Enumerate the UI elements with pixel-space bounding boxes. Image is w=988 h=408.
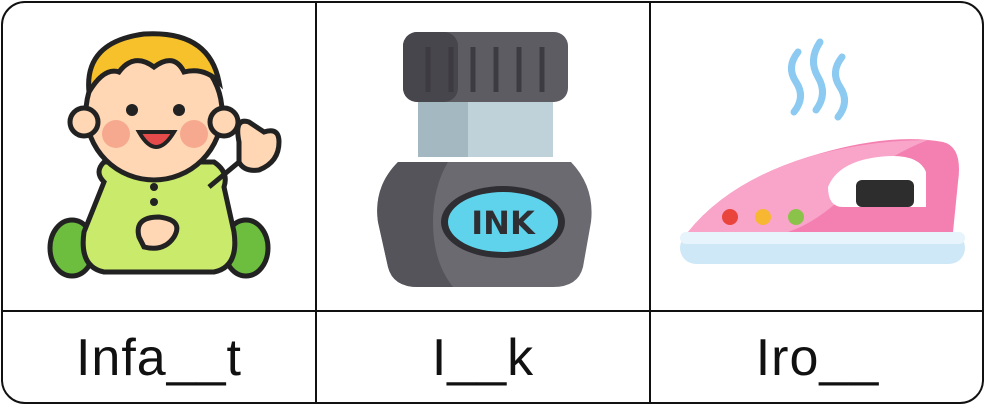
- picture-cell-1: [3, 3, 315, 310]
- picture-cell-2: INK: [317, 3, 649, 310]
- baby-icon: [47, 30, 282, 278]
- word-cell-2: I__k: [431, 329, 535, 387]
- picture-cell-3: [651, 3, 982, 310]
- word-cell-3: Iro__: [755, 329, 880, 387]
- divider-1: [315, 3, 317, 402]
- ink-bottle-icon: INK: [377, 31, 592, 287]
- divider-2: [649, 3, 651, 402]
- clothes-iron-icon: [679, 38, 965, 264]
- ink-label-text: INK: [471, 204, 536, 242]
- word-cell-1: Infa__t: [75, 329, 243, 387]
- row-divider: [3, 310, 982, 312]
